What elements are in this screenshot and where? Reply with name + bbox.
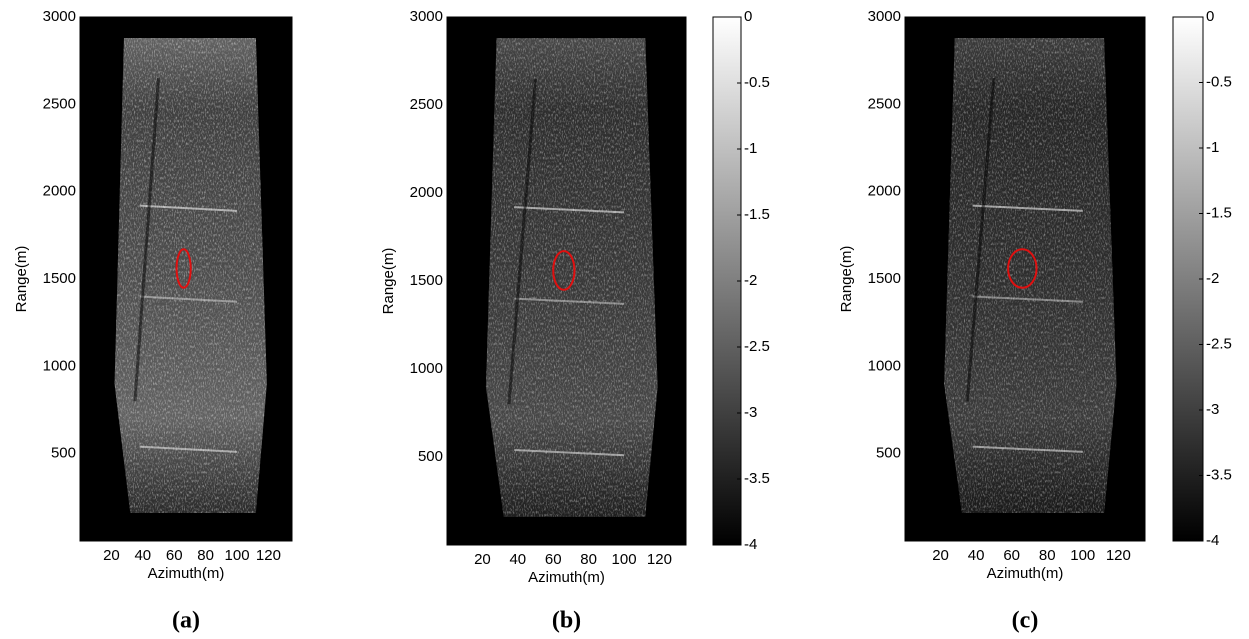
x-tick-label: 40 bbox=[968, 547, 985, 564]
sar-feature bbox=[514, 297, 625, 305]
y-tick-label: 2000 bbox=[868, 183, 901, 200]
sar-texture bbox=[944, 37, 1117, 514]
sar-road bbox=[965, 78, 996, 402]
sar-texture bbox=[485, 38, 658, 517]
y-tick-label: 2500 bbox=[410, 96, 443, 113]
panel-label: (c) bbox=[1012, 608, 1039, 634]
target-marker bbox=[1007, 248, 1038, 289]
colorbar-tick-label: -0.5 bbox=[1206, 73, 1232, 90]
y-axis-label: Range(m) bbox=[838, 246, 855, 313]
sar-feature bbox=[972, 204, 1083, 212]
colorbar-tick-label: -1.5 bbox=[1206, 204, 1232, 221]
panel-label: (a) bbox=[172, 608, 200, 634]
y-tick-label: 1500 bbox=[868, 270, 901, 287]
colorbar-tick-label: -0.5 bbox=[744, 74, 770, 91]
colorbar-tick-label: 0 bbox=[744, 8, 752, 25]
colorbar-tick-label: -3 bbox=[744, 404, 757, 421]
x-axis-label: Azimuth(m) bbox=[987, 565, 1064, 582]
colorbar-tick-label: -3.5 bbox=[744, 470, 770, 487]
colorbar-tick-label: -2.5 bbox=[744, 338, 770, 355]
y-tick-label: 1500 bbox=[410, 272, 443, 289]
x-tick-label: 120 bbox=[1106, 547, 1131, 564]
x-tick-label: 120 bbox=[647, 551, 672, 568]
colorbar-tick-label: -2 bbox=[744, 272, 757, 289]
colorbar bbox=[712, 16, 742, 546]
x-tick-label: 80 bbox=[580, 551, 597, 568]
colorbar-tick-label: -4 bbox=[744, 536, 757, 553]
y-tick-label: 3000 bbox=[410, 8, 443, 25]
x-tick-label: 20 bbox=[474, 551, 491, 568]
colorbar-tick-label: -2 bbox=[1206, 270, 1219, 287]
y-axis-label: Range(m) bbox=[13, 246, 30, 313]
colorbar-tick-label: -3.5 bbox=[1206, 466, 1232, 483]
y-tick-label: 2500 bbox=[43, 95, 76, 112]
y-tick-label: 2000 bbox=[410, 184, 443, 201]
colorbar-tick-label: -3 bbox=[1206, 401, 1219, 418]
y-tick-label: 1000 bbox=[43, 357, 76, 374]
x-axis-label: Azimuth(m) bbox=[528, 569, 605, 586]
colorbar-tick-label: -1.5 bbox=[744, 206, 770, 223]
y-tick-label: 2500 bbox=[868, 95, 901, 112]
x-axis-label: Azimuth(m) bbox=[148, 565, 225, 582]
x-tick-label: 80 bbox=[1039, 547, 1056, 564]
sar-feature bbox=[514, 206, 625, 214]
panel-label: (b) bbox=[552, 608, 581, 634]
x-tick-label: 20 bbox=[103, 547, 120, 564]
colorbar-tick-label: -2.5 bbox=[1206, 335, 1232, 352]
y-tick-label: 2000 bbox=[43, 183, 76, 200]
colorbar bbox=[1172, 16, 1204, 542]
y-axis-label: Range(m) bbox=[380, 248, 397, 315]
y-tick-label: 1000 bbox=[868, 357, 901, 374]
y-tick-label: 1500 bbox=[43, 270, 76, 287]
y-tick-label: 3000 bbox=[868, 8, 901, 25]
x-tick-label: 100 bbox=[1070, 547, 1095, 564]
sar-road bbox=[133, 78, 161, 402]
x-tick-label: 60 bbox=[1003, 547, 1020, 564]
sar-feature bbox=[972, 445, 1083, 453]
colorbar-tick-label: -4 bbox=[1206, 532, 1219, 549]
colorbar-tick-label: -1 bbox=[1206, 139, 1219, 156]
x-tick-label: 120 bbox=[256, 547, 281, 564]
target-marker bbox=[552, 250, 576, 291]
sar-feature bbox=[139, 204, 238, 212]
y-tick-label: 500 bbox=[51, 445, 76, 462]
y-tick-label: 3000 bbox=[43, 8, 76, 25]
x-tick-label: 20 bbox=[932, 547, 949, 564]
sar-feature bbox=[139, 295, 238, 303]
y-tick-label: 500 bbox=[876, 445, 901, 462]
sar-feature bbox=[514, 448, 625, 457]
x-tick-label: 100 bbox=[225, 547, 250, 564]
x-tick-label: 40 bbox=[509, 551, 526, 568]
x-tick-label: 60 bbox=[545, 551, 562, 568]
colorbar-tick-label: 0 bbox=[1206, 8, 1214, 25]
x-tick-label: 80 bbox=[197, 547, 214, 564]
colorbar-tick-label: -1 bbox=[744, 140, 757, 157]
sar-road bbox=[507, 78, 538, 405]
y-tick-label: 1000 bbox=[410, 360, 443, 377]
y-tick-label: 500 bbox=[418, 448, 443, 465]
target-marker bbox=[175, 248, 192, 289]
sar-feature bbox=[972, 295, 1083, 303]
x-tick-label: 40 bbox=[134, 547, 151, 564]
x-tick-label: 100 bbox=[612, 551, 637, 568]
sar-feature bbox=[139, 445, 238, 453]
x-tick-label: 60 bbox=[166, 547, 183, 564]
